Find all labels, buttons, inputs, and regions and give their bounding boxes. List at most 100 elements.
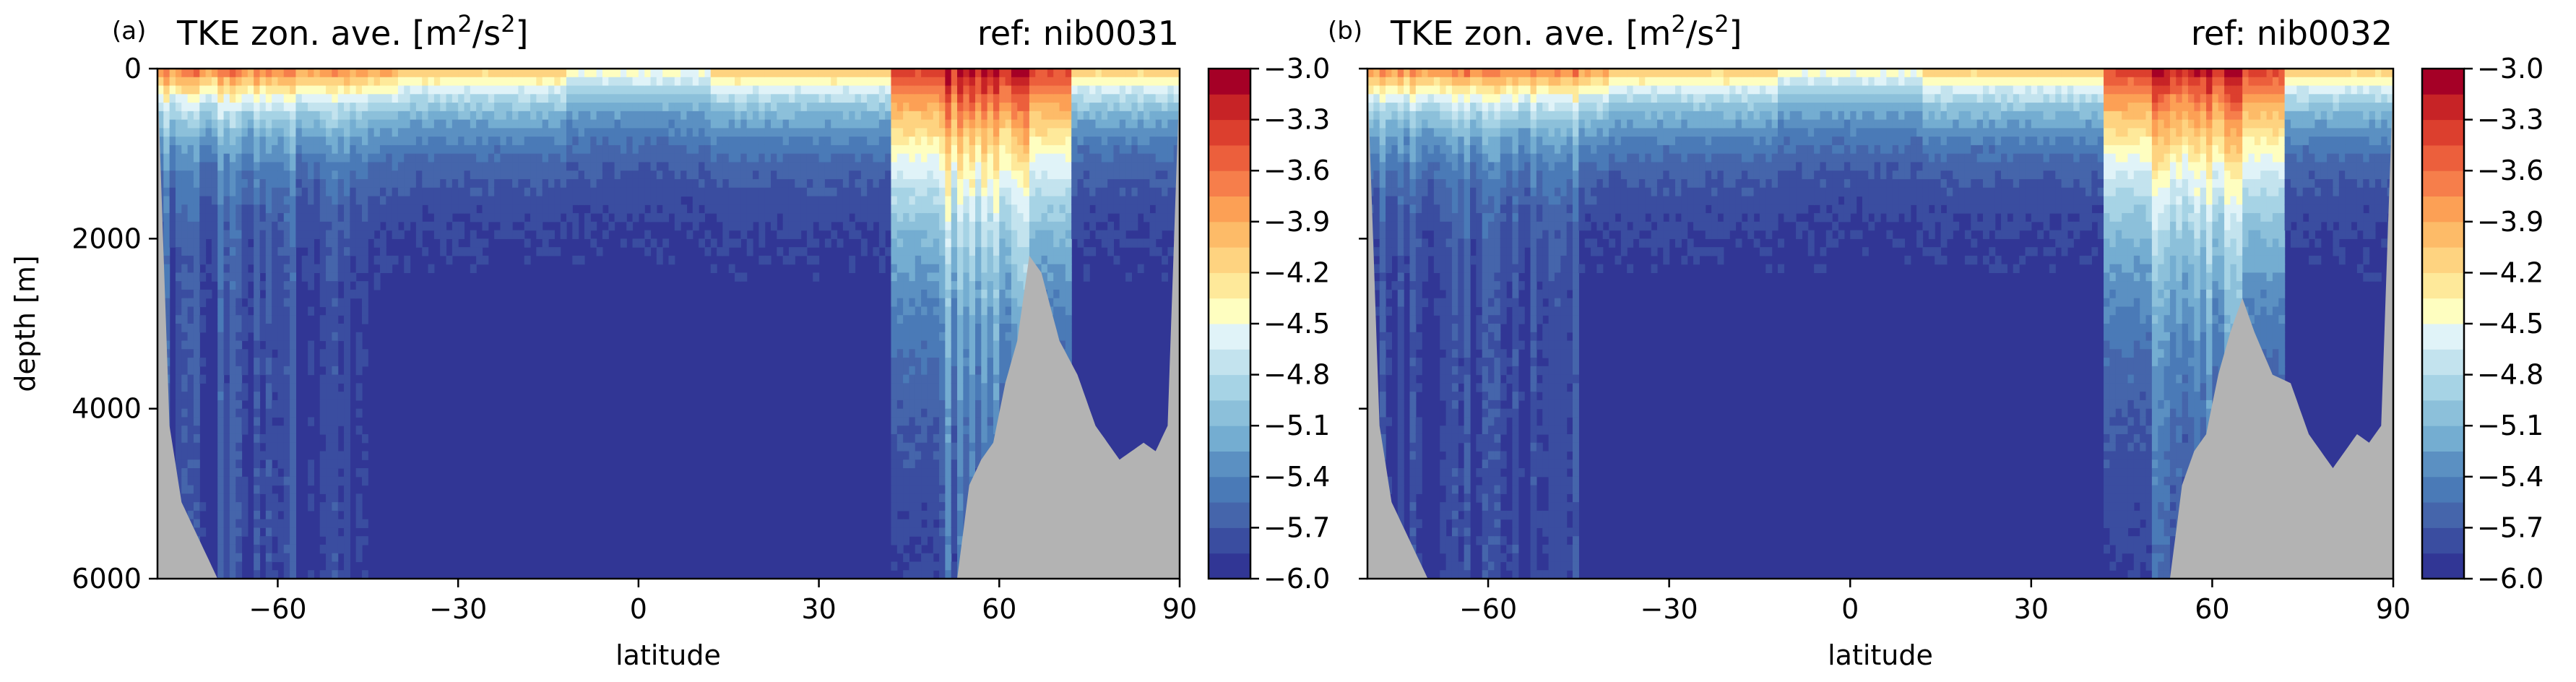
heatmap-cell: [446, 111, 453, 121]
heatmap-cell: [272, 111, 279, 121]
heatmap-cell: [319, 170, 327, 180]
heatmap-cell: [656, 69, 663, 78]
heatmap-cell: [867, 153, 874, 163]
heatmap-cell: [199, 111, 207, 121]
heatmap-cell: [632, 94, 639, 103]
heatmap-cell: [1047, 204, 1054, 214]
heatmap-cell: [392, 196, 399, 205]
heatmap-cell: [878, 230, 886, 239]
heatmap-cell: [662, 144, 670, 155]
heatmap-cell: [187, 510, 194, 520]
heatmap-cell: [927, 204, 934, 214]
heatmap-cell: [560, 77, 567, 87]
heatmap-cell: [254, 213, 261, 223]
heatmap-cell: [319, 221, 327, 231]
heatmap-cell: [379, 230, 386, 239]
heatmap-cell: [482, 238, 489, 248]
heatmap-cell: [524, 178, 531, 189]
heatmap-cell: [410, 196, 417, 205]
heatmap-cell: [735, 204, 741, 214]
heatmap-cell: [229, 340, 236, 350]
heatmap-cell: [397, 153, 405, 163]
heatmap-cell: [163, 103, 170, 112]
heatmap-cell: [921, 468, 928, 478]
heatmap-cell: [554, 170, 561, 180]
heatmap-cell: [332, 392, 339, 401]
heatmap-cell: [344, 417, 350, 426]
heatmap-cell: [896, 196, 904, 205]
heatmap-cell: [265, 374, 272, 384]
heatmap-cell: [572, 94, 579, 103]
heatmap-cell: [963, 77, 970, 87]
heatmap-cell: [806, 85, 813, 95]
heatmap-cell: [644, 170, 652, 180]
heatmap-cell: [169, 187, 176, 197]
heatmap-cell: [247, 85, 254, 95]
heatmap-cell: [915, 238, 922, 248]
heatmap-cell: [927, 340, 934, 350]
heatmap-cell: [885, 247, 892, 256]
heatmap-cell: [181, 119, 189, 129]
heatmap-cell: [1017, 111, 1024, 121]
heatmap-cell: [777, 178, 784, 189]
heatmap-cell: [927, 119, 934, 129]
heatmap-cell: [957, 247, 964, 256]
heatmap-cell: [404, 162, 411, 171]
heatmap-cell: [777, 119, 784, 129]
heatmap-cell: [909, 459, 916, 469]
heatmap-cell: [265, 85, 272, 95]
heatmap-cell: [945, 340, 952, 350]
heatmap-cell: [217, 137, 225, 146]
heatmap-cell: [433, 94, 441, 103]
heatmap-cell: [891, 408, 898, 418]
heatmap-cell: [939, 433, 946, 444]
heatmap-cell: [927, 162, 934, 171]
heatmap-cell: [295, 187, 303, 197]
heatmap-cell: [205, 264, 212, 273]
heatmap-cell: [710, 85, 717, 95]
heatmap-cell: [344, 153, 350, 163]
heatmap-cell: [319, 77, 327, 87]
heatmap-cell: [241, 230, 248, 239]
heatmap-cell: [860, 85, 868, 95]
heatmap-cell: [1053, 85, 1060, 95]
heatmap-cell: [921, 332, 928, 342]
heatmap-cell: [272, 213, 279, 223]
heatmap-cell: [686, 119, 693, 129]
heatmap-cell: [722, 119, 730, 129]
heatmap-cell: [704, 247, 712, 256]
heatmap-cell: [855, 103, 862, 112]
heatmap-cell: [332, 264, 339, 273]
heatmap-cell: [332, 298, 339, 308]
heatmap-cell: [337, 204, 345, 214]
heatmap-cell: [301, 103, 308, 112]
heatmap-cell: [428, 204, 435, 214]
heatmap-cell: [1053, 221, 1060, 231]
heatmap-cell: [308, 247, 315, 256]
heatmap-cell: [229, 272, 236, 282]
heatmap-cell: [488, 137, 495, 146]
heatmap-cell: [699, 128, 706, 137]
heatmap-cell: [295, 128, 303, 137]
heatmap-cell: [506, 204, 513, 214]
heatmap-cell: [969, 119, 976, 129]
heatmap-cell: [909, 340, 916, 350]
heatmap-cell: [290, 128, 297, 137]
heatmap-cell: [975, 392, 982, 401]
heatmap-cell: [878, 77, 886, 87]
heatmap-cell: [626, 77, 634, 87]
heatmap-cell: [891, 306, 898, 316]
heatmap-cell: [795, 153, 802, 163]
heatmap-cell: [758, 170, 766, 180]
heatmap-cell: [332, 255, 339, 265]
heatmap-cell: [518, 111, 525, 121]
heatmap-cell: [241, 332, 248, 342]
heatmap-cell: [867, 162, 874, 171]
heatmap-cell: [885, 128, 892, 137]
heatmap-cell: [259, 85, 267, 95]
heatmap-cell: [301, 153, 308, 163]
heatmap-cell: [290, 493, 297, 503]
heatmap-cell: [927, 255, 934, 265]
heatmap-cell: [915, 187, 922, 197]
heatmap-cell: [849, 119, 856, 129]
